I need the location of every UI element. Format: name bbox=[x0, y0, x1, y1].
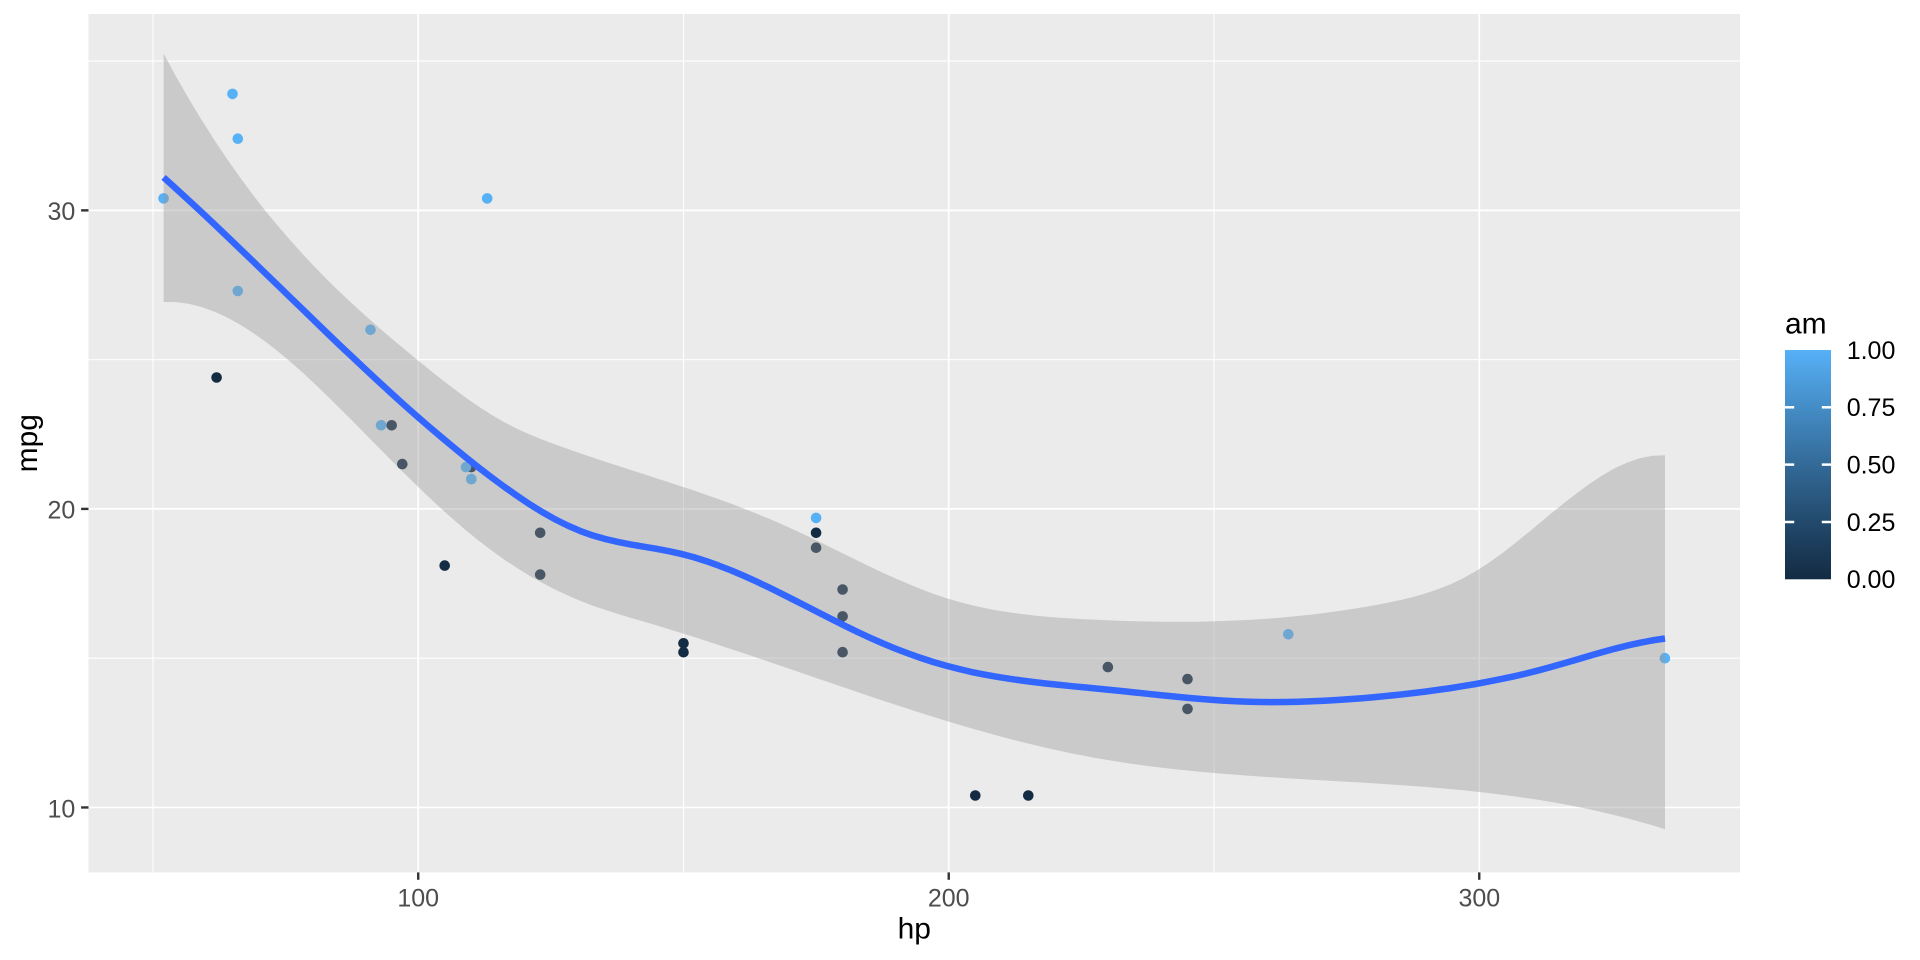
svg-text:0.00: 0.00 bbox=[1847, 566, 1896, 594]
svg-text:30: 30 bbox=[47, 198, 75, 226]
svg-text:hp: hp bbox=[898, 913, 931, 946]
svg-text:0.50: 0.50 bbox=[1847, 451, 1896, 479]
svg-text:am: am bbox=[1785, 307, 1827, 340]
svg-text:mpg: mpg bbox=[11, 414, 44, 472]
svg-text:10: 10 bbox=[47, 795, 75, 823]
svg-text:100: 100 bbox=[397, 884, 439, 912]
svg-text:20: 20 bbox=[47, 497, 75, 525]
svg-text:0.75: 0.75 bbox=[1847, 394, 1896, 422]
svg-text:1.00: 1.00 bbox=[1847, 337, 1896, 365]
svg-text:200: 200 bbox=[928, 884, 970, 912]
svg-text:300: 300 bbox=[1458, 884, 1500, 912]
svg-text:0.25: 0.25 bbox=[1847, 509, 1896, 537]
